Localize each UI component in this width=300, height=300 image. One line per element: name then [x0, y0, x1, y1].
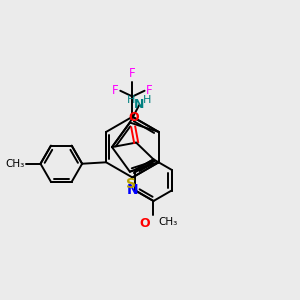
- Text: S: S: [126, 177, 136, 191]
- Text: F: F: [129, 67, 136, 80]
- Text: H: H: [143, 94, 152, 104]
- Text: N: N: [134, 98, 145, 111]
- Text: O: O: [128, 111, 139, 124]
- Text: CH₃: CH₃: [5, 159, 25, 169]
- Text: H: H: [127, 94, 136, 104]
- Text: CH₃: CH₃: [159, 217, 178, 227]
- Text: N: N: [127, 183, 138, 197]
- Text: F: F: [112, 84, 119, 97]
- Text: O: O: [140, 217, 150, 230]
- Text: F: F: [146, 84, 153, 97]
